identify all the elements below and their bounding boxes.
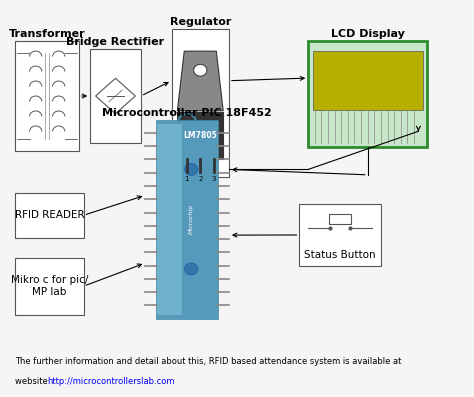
Text: Status Button: Status Button	[304, 250, 376, 260]
Polygon shape	[96, 78, 135, 114]
Text: http://microcontrollerslab.com: http://microcontrollerslab.com	[47, 377, 174, 386]
FancyBboxPatch shape	[308, 41, 427, 147]
FancyBboxPatch shape	[15, 258, 83, 315]
Text: RFID READER: RFID READER	[15, 210, 84, 220]
Text: LCD Display: LCD Display	[331, 29, 405, 39]
Text: 3: 3	[212, 176, 216, 182]
Text: Bridge Rectifier: Bridge Rectifier	[66, 37, 164, 47]
FancyBboxPatch shape	[156, 119, 218, 319]
Text: Microchip: Microchip	[189, 204, 194, 234]
Text: LM7805: LM7805	[183, 131, 217, 140]
FancyBboxPatch shape	[172, 29, 229, 177]
FancyBboxPatch shape	[157, 123, 182, 315]
FancyBboxPatch shape	[329, 214, 351, 224]
Circle shape	[185, 164, 198, 175]
FancyBboxPatch shape	[15, 41, 79, 151]
Text: Microcontroller PIC 18F452: Microcontroller PIC 18F452	[102, 108, 272, 118]
Polygon shape	[177, 51, 223, 111]
Text: Mikro c for pic/
MP lab: Mikro c for pic/ MP lab	[11, 276, 88, 297]
Circle shape	[194, 64, 207, 76]
FancyBboxPatch shape	[90, 49, 141, 143]
FancyBboxPatch shape	[177, 112, 223, 159]
Circle shape	[185, 263, 198, 275]
Text: website: website	[15, 377, 51, 386]
FancyBboxPatch shape	[313, 52, 423, 110]
Text: 1: 1	[184, 176, 189, 182]
FancyBboxPatch shape	[300, 204, 381, 266]
Text: 2: 2	[198, 176, 202, 182]
FancyBboxPatch shape	[15, 193, 83, 238]
Text: Regulator: Regulator	[170, 17, 231, 27]
Text: Transformer: Transformer	[9, 29, 85, 39]
Text: The further information and detail about this, RFID based attendance system is a: The further information and detail about…	[15, 357, 401, 366]
